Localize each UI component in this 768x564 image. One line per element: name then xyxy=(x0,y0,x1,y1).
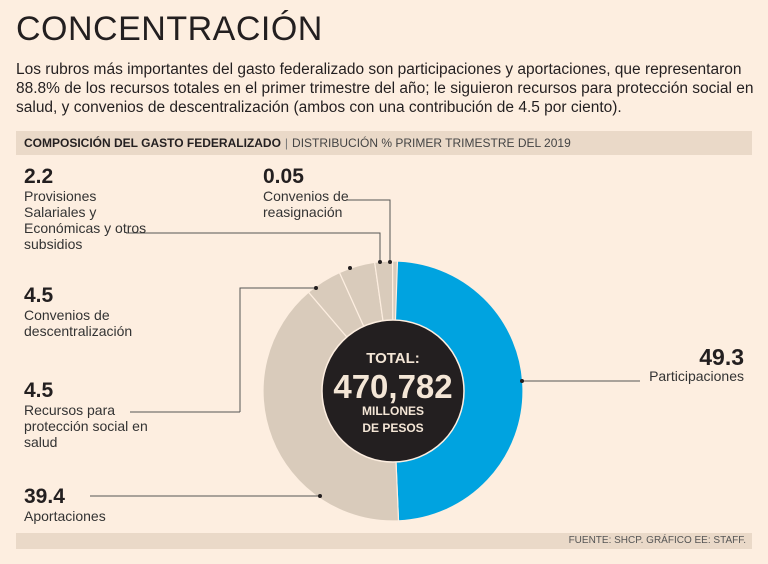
label-provisiones: 2.2 Provisiones Salariales y Económicas … xyxy=(24,165,154,253)
label: Participaciones xyxy=(649,368,744,384)
source-footer: FUENTE: SHCP. GRÁFICO EE: STAFF. xyxy=(16,533,752,549)
leader-lines xyxy=(90,199,640,497)
leader-recursos-v xyxy=(239,287,316,412)
label-recursos-salud: 4.5 Recursos para protección social en s… xyxy=(24,379,154,451)
center-unit-2: DE PESOS xyxy=(362,421,423,435)
leader-provisiones xyxy=(126,232,381,262)
chart-subtitle: DISTRIBUCIÓN % PRIMER TRIMESTRE DEL 2019 xyxy=(292,136,571,150)
label-aportaciones: 39.4 Aportaciones xyxy=(24,485,154,525)
label-participaciones: 49.3 Participaciones xyxy=(630,344,744,385)
center-unit-1: MILLONES xyxy=(362,404,424,418)
value: 0.05 xyxy=(263,165,304,188)
chart-title: COMPOSICIÓN DEL GASTO FEDERALIZADO xyxy=(24,136,281,150)
page-title: CONCENTRACIÓN xyxy=(16,10,323,48)
leader-reasignacion xyxy=(346,199,391,262)
label: Aportaciones xyxy=(24,508,106,524)
label-convenios-descentralizacion: 4.5 Convenios de descentralización xyxy=(24,284,154,340)
label: Provisiones Salariales y Económicas y ot… xyxy=(24,188,147,252)
lead-paragraph: Los rubros más importantes del gasto fed… xyxy=(16,61,754,116)
value: 39.4 xyxy=(24,485,65,508)
label-reasignacion: 0.05 Convenios de reasignación xyxy=(263,165,383,221)
label: Convenios de descentralización xyxy=(24,307,133,339)
center-label: TOTAL: xyxy=(366,350,420,367)
value: 2.2 xyxy=(24,165,54,188)
value: 4.5 xyxy=(24,284,54,307)
label: Recursos para protección social en salud xyxy=(24,402,148,450)
value: 49.3 xyxy=(699,344,744,370)
center-circle xyxy=(321,319,465,463)
center-total: 470,782 xyxy=(333,368,452,405)
label: Convenios de reasignación xyxy=(263,188,349,220)
separator: | xyxy=(284,136,289,150)
chart-header-bar: COMPOSICIÓN DEL GASTO FEDERALIZADO | DISTR… xyxy=(16,131,752,155)
value: 4.5 xyxy=(24,379,54,402)
